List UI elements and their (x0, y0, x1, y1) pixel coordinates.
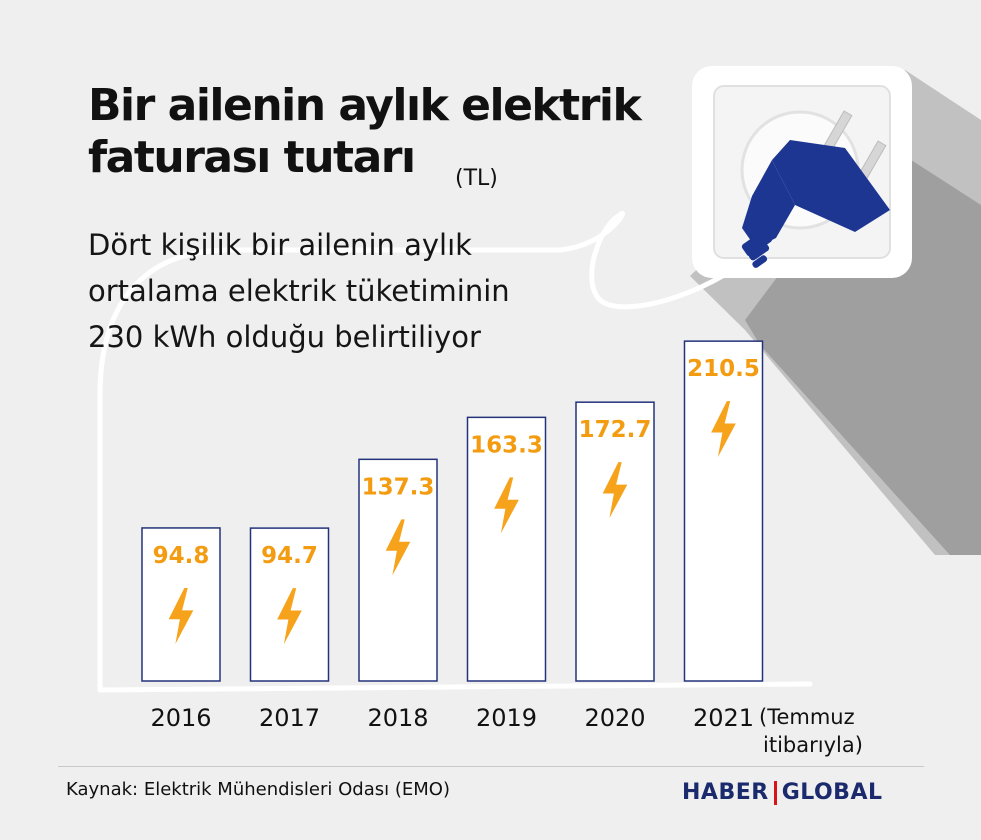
footer-divider (58, 766, 924, 767)
cable-line-bottom (97, 681, 813, 693)
value-label-2017: 94.7 (261, 543, 318, 569)
annotation-line-2: itibarıyla) (763, 733, 863, 757)
x-tick-label-2018: 2018 (367, 704, 428, 732)
annotation-line-1: (Temmuz (759, 705, 855, 729)
value-label-2020: 172.7 (579, 417, 652, 443)
x-tick-label-2017: 2017 (259, 704, 320, 732)
subtitle-line-1: Dört kişilik bir ailenin aylık (88, 228, 472, 262)
lightning-bolt-icon (385, 519, 411, 576)
lightning-bolt-icon (711, 401, 736, 458)
value-label-2019: 163.3 (470, 432, 543, 458)
subtitle: Dört kişilik bir ailenin aylık ortalama … (88, 222, 648, 360)
brand-logo-left: HABER (682, 780, 769, 805)
unit-label: (TL) (455, 166, 498, 191)
brand-logo-separator (773, 780, 777, 805)
x-tick-label-2021: 2021 (693, 704, 754, 732)
subtitle-line-2: ortalama elektrik tüketiminin (88, 274, 510, 308)
lightning-bolt-icon (602, 462, 628, 519)
value-label-2016: 94.8 (153, 543, 210, 569)
value-label-2018: 137.3 (362, 474, 435, 500)
x-tick-label-2019: 2019 (476, 704, 537, 732)
brand-logo: HABER GLOBAL (682, 780, 883, 805)
page-title: Bir ailenin aylık elektrik faturası tuta… (88, 80, 642, 184)
bar-2019 (466, 416, 547, 682)
value-label-2021: 210.5 (687, 356, 760, 382)
bar-2018 (358, 458, 438, 682)
lightning-bolt-icon (168, 587, 194, 644)
lightning-bolt-icon (277, 588, 302, 645)
x-tick-label-2020: 2020 (584, 704, 645, 732)
bar-2021 (683, 340, 764, 682)
title-line-1: Bir ailenin aylık elektrik (88, 80, 642, 131)
source-text: Kaynak: Elektrik Mühendisleri Odası (EMO… (66, 779, 450, 800)
bar-2020 (575, 401, 655, 682)
title-line-2: faturası tutarı (88, 132, 416, 183)
subtitle-line-3: 230 kWh olduğu belirtiliyor (88, 320, 481, 354)
lightning-bolt-icon (494, 477, 519, 534)
annotation: (Temmuz itibarıyla) (759, 703, 863, 759)
x-tick-label-2016: 2016 (150, 704, 211, 732)
cable-line (97, 210, 763, 693)
plug-icon (741, 140, 890, 268)
brand-logo-right: GLOBAL (781, 780, 883, 805)
